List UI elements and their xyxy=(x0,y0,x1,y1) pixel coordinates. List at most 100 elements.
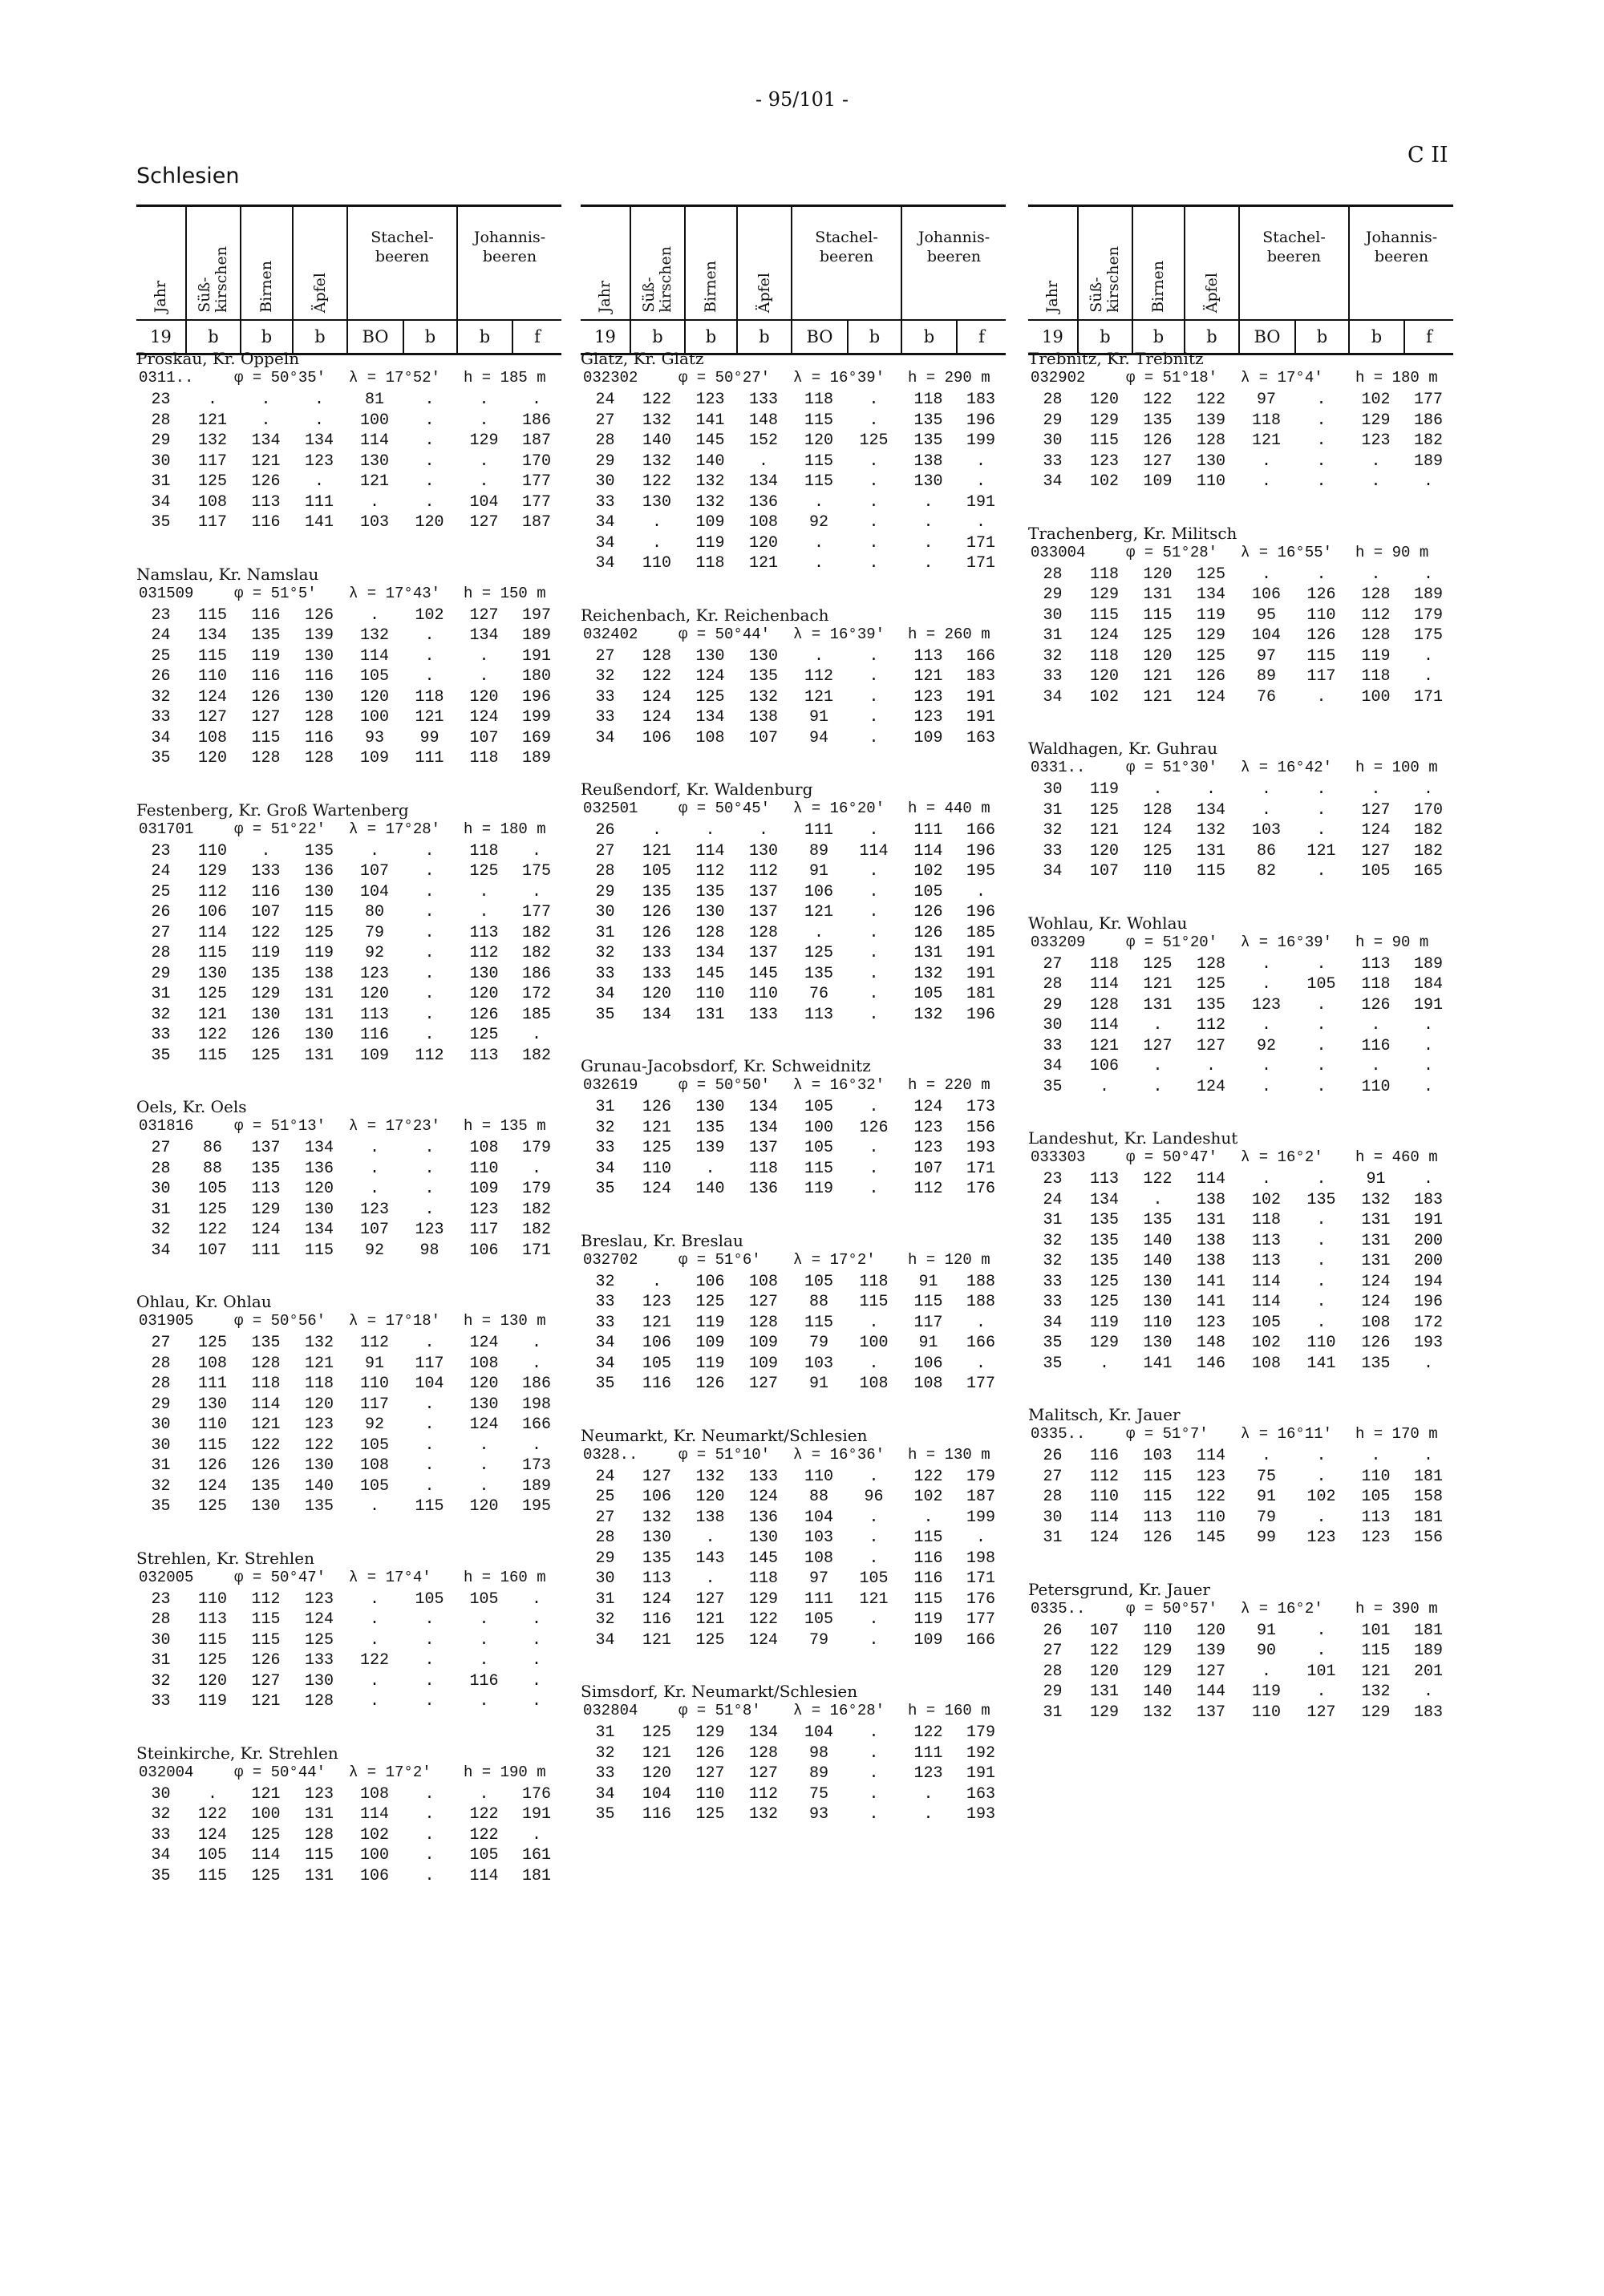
value-cell: . xyxy=(1316,565,1327,584)
station-name: Neumarkt, Kr. Neumarkt/Schlesien xyxy=(581,1425,868,1445)
value-cell: 125 xyxy=(695,687,725,707)
year-cell: 35 xyxy=(151,513,171,532)
value-cell: 123 xyxy=(304,1415,334,1434)
value-cell: 129 xyxy=(251,985,281,1003)
value-cell: 86 xyxy=(1256,841,1276,860)
value-cell: 126 xyxy=(251,1026,281,1044)
table-row: 26 116 103 114.... xyxy=(1028,1447,1461,1468)
value-cell: 136 xyxy=(748,1180,778,1198)
value-cell: 126 xyxy=(1306,626,1336,645)
value-cell: 109 xyxy=(748,1334,778,1352)
value-cell: 127 xyxy=(251,1671,281,1691)
value-cell: 120 xyxy=(197,1671,227,1691)
value-cell: . xyxy=(869,1313,879,1332)
year-cell: 31 xyxy=(1043,1211,1063,1229)
value-cell: 91 xyxy=(808,862,828,881)
value-cell: 121 xyxy=(804,687,833,707)
value-cell: 131 xyxy=(913,944,943,962)
subheader-row: 19 b b b BO b b f xyxy=(136,321,561,353)
table-row: 34 102 121 124 76. 100 171 xyxy=(1028,688,1461,709)
value-cell: 118 xyxy=(304,1375,334,1393)
year-cell: 28 xyxy=(151,944,171,962)
table-row: 34 105 114 115 100. 105 161 xyxy=(136,1846,569,1867)
table-row: 33 125 130 141 114. 124 196 xyxy=(1028,1293,1461,1314)
elevation: h = 180 m xyxy=(1355,369,1438,387)
value-cell: 171 xyxy=(966,1569,995,1588)
value-cell: . xyxy=(869,985,879,1003)
longitude: λ = 17°23' xyxy=(349,1117,441,1135)
year-cell: 23 xyxy=(1043,1170,1063,1188)
value-cell: . xyxy=(424,1200,435,1219)
year-cell: 34 xyxy=(1043,862,1063,881)
longitude: λ = 17°4' xyxy=(349,1568,431,1586)
year-cell: 34 xyxy=(595,513,615,532)
value-cell: 104 xyxy=(804,1723,833,1742)
value-cell: 125 xyxy=(1143,954,1173,974)
value-cell: 97 xyxy=(1256,391,1276,409)
value-cell: 117 xyxy=(415,1354,444,1373)
year-cell: 31 xyxy=(151,985,171,1003)
value-cell: . xyxy=(1423,472,1433,491)
value-cell: . xyxy=(424,492,435,512)
subheader-cell: b xyxy=(456,321,512,353)
value-cell: 172 xyxy=(521,985,551,1003)
station-name: Strehlen, Kr. Strehlen xyxy=(136,1548,314,1568)
year-cell: 28 xyxy=(151,1375,171,1393)
value-cell: . xyxy=(369,1159,379,1178)
value-cell: 118 xyxy=(1089,565,1119,584)
value-cell: . xyxy=(424,1436,435,1455)
value-cell: . xyxy=(869,944,879,962)
value-cell: . xyxy=(1316,452,1327,471)
value-cell: . xyxy=(531,1436,541,1455)
value-cell: 125 xyxy=(859,431,889,450)
value-cell: 120 xyxy=(642,1764,671,1783)
value-cell: . xyxy=(869,1139,879,1157)
value-cell: . xyxy=(1152,780,1163,799)
year-cell: 30 xyxy=(1043,605,1063,625)
value-cell: 89 xyxy=(808,841,828,860)
value-cell: 141 xyxy=(695,411,725,430)
value-cell: . xyxy=(369,492,379,512)
value-cell: . xyxy=(261,841,271,860)
station-coordinates: 031905 φ = 50°56' λ = 17°18' h = 130 m xyxy=(136,1312,569,1334)
value-cell: 186 xyxy=(521,1375,551,1393)
value-cell: 125 xyxy=(1089,800,1119,820)
value-cell: . xyxy=(705,821,715,840)
latitude: φ = 51°6' xyxy=(678,1250,761,1269)
value-cell: . xyxy=(1099,1354,1109,1373)
value-cell: 90 xyxy=(1256,1642,1276,1660)
value-cell: 130 xyxy=(913,472,943,491)
value-cell: 124 xyxy=(469,1334,499,1352)
value-cell: 109 xyxy=(1143,472,1173,491)
value-cell: 191 xyxy=(1413,995,1443,1014)
value-cell: 122 xyxy=(251,1436,281,1455)
value-cell: 117 xyxy=(469,1221,499,1239)
value-cell: 108 xyxy=(359,1456,389,1475)
value-cell: 106 xyxy=(642,728,671,747)
value-cell: 110 xyxy=(1143,862,1173,881)
value-cell: 134 xyxy=(304,1139,334,1157)
table-row: 26... 111. 111 166 xyxy=(581,821,1014,842)
value-cell: . xyxy=(705,1569,715,1588)
value-cell: 135 xyxy=(804,964,833,983)
table-row: 34 107 111 115 92 98 106 171 xyxy=(136,1241,569,1262)
value-cell: 108 xyxy=(469,1139,499,1157)
subheader-cell: 19 xyxy=(150,327,172,346)
header-label: Johannis- beeren xyxy=(473,229,546,265)
value-cell: 148 xyxy=(748,411,778,430)
value-cell: 124 xyxy=(1196,687,1225,707)
value-cell: 110 xyxy=(1089,1488,1119,1506)
value-cell: . xyxy=(1316,995,1327,1014)
value-cell: 130 xyxy=(304,687,334,707)
value-cell: 110 xyxy=(1196,1508,1225,1527)
year-cell: 30 xyxy=(1043,1016,1063,1035)
value-cell: 127 xyxy=(469,513,499,532)
value-cell: 129 xyxy=(1089,1703,1119,1722)
value-cell: 110 xyxy=(1143,1621,1173,1640)
elevation: h = 290 m xyxy=(908,369,990,387)
value-cell: . xyxy=(1316,1016,1327,1035)
year-cell: 35 xyxy=(151,1866,171,1885)
table-row: 32 121 135 134 100 126 123 156 xyxy=(581,1119,1014,1140)
table-row: 31 124 127 129 111 121 115 176 xyxy=(581,1590,1014,1611)
subheader-cell: b xyxy=(736,321,791,353)
